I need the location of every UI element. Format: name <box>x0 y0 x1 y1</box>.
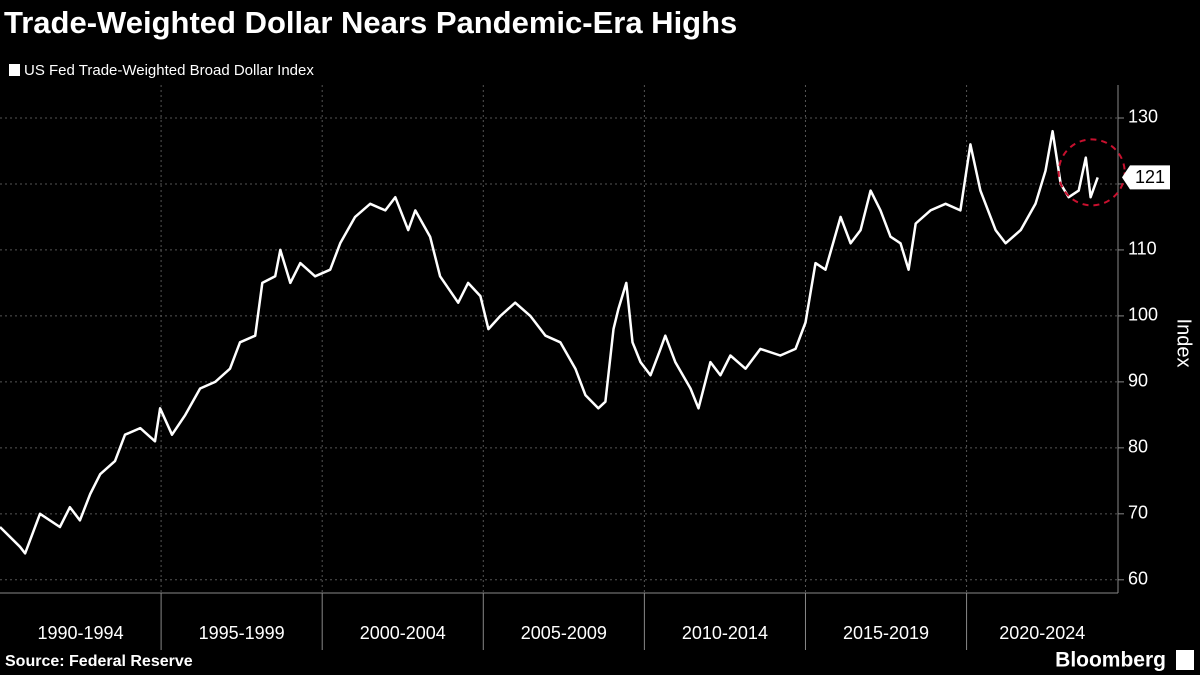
y-tick-label: 130 <box>1128 107 1158 127</box>
brand-icon <box>1176 650 1194 670</box>
x-tick-label: 1995-1999 <box>199 623 285 643</box>
y-tick-label: 70 <box>1128 503 1148 523</box>
x-tick-label: 2015-2019 <box>843 623 929 643</box>
legend-swatch <box>9 64 20 76</box>
value-callout-label: 121 <box>1135 167 1165 187</box>
y-tick-label: 80 <box>1128 437 1148 457</box>
x-tick-label: 2000-2004 <box>360 623 446 643</box>
value-callout <box>1122 165 1170 190</box>
legend-label: US Fed Trade-Weighted Broad Dollar Index <box>24 62 314 79</box>
highlight-circle <box>1057 138 1126 207</box>
brand: Bloomberg <box>1055 649 1166 672</box>
y-axis-label: Index <box>1173 319 1195 368</box>
x-tick-label: 1990-1994 <box>38 623 124 643</box>
y-tick-label: 90 <box>1128 371 1148 391</box>
x-tick-label: 2010-2014 <box>682 623 768 643</box>
x-tick-label: 2005-2009 <box>521 623 607 643</box>
line <box>0 129 1099 555</box>
x-tick-label: 2020-2024 <box>999 623 1085 643</box>
y-tick-label: 110 <box>1128 239 1157 259</box>
y-tick-label: 100 <box>1128 305 1158 325</box>
source: Source: Federal Reserve <box>5 653 193 670</box>
y-tick-label: 60 <box>1128 569 1148 589</box>
chart-title: Trade-Weighted Dollar Nears Pandemic-Era… <box>4 5 737 40</box>
